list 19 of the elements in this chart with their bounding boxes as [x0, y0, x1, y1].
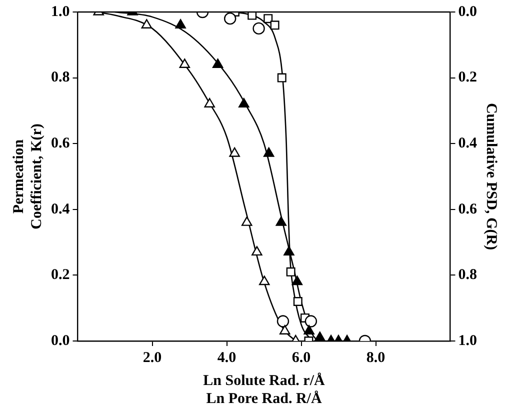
x-tick-label: 2.0: [142, 350, 162, 366]
y-tick-label: 0.4: [51, 201, 70, 218]
y2-tick-label: 0.4: [458, 135, 478, 152]
x-tick-label: 4.0: [217, 350, 236, 366]
y2-tick-label: 0.2: [458, 70, 477, 86]
y2-axis-title: Cumulative PSD, G(R): [483, 102, 500, 250]
y2-tick-label: 0.8: [458, 267, 477, 284]
y-tick-label: 0.2: [51, 267, 70, 284]
y-tick-label: 1.0: [51, 4, 70, 20]
x-tick-label: 8.0: [366, 350, 386, 366]
y-tick-label: 0.0: [51, 332, 70, 349]
y-axis-title: Permeation Coefficient, K(r): [10, 124, 45, 230]
y-tick-label: 0.8: [51, 70, 70, 86]
y2-tick-label: 0.0: [458, 4, 477, 20]
y2-tick-label: 1.0: [458, 332, 477, 349]
y-tick-label: 0.6: [51, 135, 70, 152]
x-tick-label: 6.0: [292, 350, 311, 366]
y2-tick-label: 0.6: [458, 201, 478, 218]
x-axis-title: Ln Solute Rad. r/Å Ln Pore Rad. R/Å: [203, 372, 326, 407]
